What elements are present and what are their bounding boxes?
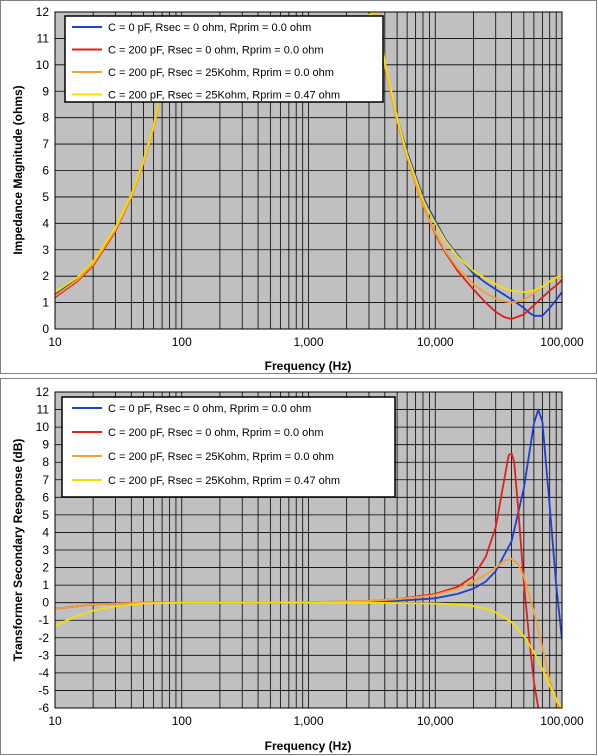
- y-tick-label: 8: [42, 111, 49, 125]
- y-tick-label: 12: [36, 5, 50, 19]
- response-y-axis-label: Transformer Secondary Response (dB): [11, 439, 25, 662]
- impedance-x-ticks: 10 100 1,000 10,000 100,000: [48, 335, 584, 349]
- y-tick-label: 9: [42, 84, 49, 98]
- legend-label: C = 200 pF, Rsec = 25Kohm, Rprim = 0.0 o…: [108, 67, 334, 79]
- x-tick-label: 1,000: [293, 714, 323, 728]
- response-legend-box: [61, 396, 396, 498]
- y-tick-label: -5: [38, 683, 49, 697]
- y-tick-label: 1: [42, 578, 49, 592]
- impedance-legend: C = 0 pF, Rsec = 0 ohm, Rprim = 0.0 ohm C…: [64, 15, 384, 103]
- x-tick-label: 100,000: [540, 714, 584, 728]
- y-tick-label: 2: [42, 269, 49, 283]
- impedance-y-axis-label: Impedance Magnitude (ohms): [11, 85, 25, 254]
- y-tick-label: 6: [42, 164, 49, 178]
- y-tick-label: 12: [36, 385, 50, 399]
- y-tick-label: 4: [42, 216, 49, 230]
- y-tick-label: -2: [38, 631, 49, 645]
- y-tick-label: 7: [42, 137, 49, 151]
- legend-label: C = 200 pF, Rsec = 0 ohm, Rprim = 0.0 oh…: [108, 427, 324, 439]
- plot-border: [54, 391, 563, 709]
- impedance-x-axis-label: Frequency (Hz): [265, 359, 352, 373]
- y-tick-label: 5: [42, 190, 49, 204]
- y-tick-label: -1: [38, 613, 49, 627]
- y-tick-label: 5: [42, 508, 49, 522]
- legend-label: C = 200 pF, Rsec = 25Kohm, Rprim = 0.0 o…: [108, 451, 334, 463]
- plot-border: [54, 11, 563, 330]
- x-tick-label: 10,000: [417, 714, 454, 728]
- response-series: [55, 408, 562, 708]
- response-x-axis-label: Frequency (Hz): [265, 739, 352, 753]
- legend-label: C = 0 pF, Rsec = 0 ohm, Rprim = 0.0 ohm: [108, 22, 311, 34]
- x-tick-label: 10,000: [417, 335, 454, 349]
- y-tick-label: 11: [37, 31, 50, 45]
- series-line-4: [55, 601, 562, 708]
- response-legend: C = 0 pF, Rsec = 0 ohm, Rprim = 0.0 ohm C…: [61, 396, 396, 498]
- y-tick-label: 1: [42, 296, 49, 310]
- response-x-ticks: 10 100 1,000 10,000 100,000: [48, 714, 584, 728]
- x-tick-label: 10: [48, 714, 62, 728]
- legend-label: C = 0 pF, Rsec = 0 ohm, Rprim = 0.0 ohm: [108, 403, 311, 415]
- y-tick-label: 3: [42, 243, 49, 257]
- y-tick-label: -3: [38, 648, 49, 662]
- legend-label: C = 200 pF, Rsec = 0 ohm, Rprim = 0.0 oh…: [108, 45, 324, 57]
- x-tick-label: 100: [172, 714, 192, 728]
- legend-label: C = 200 pF, Rsec = 25Kohm, Rprim = 0.47 …: [108, 475, 340, 487]
- legend-label: C = 200 pF, Rsec = 25Kohm, Rprim = 0.47 …: [108, 90, 340, 102]
- y-tick-label: 2: [42, 561, 49, 575]
- y-tick-label: 9: [42, 438, 49, 452]
- series-line-4: [55, 12, 562, 293]
- y-tick-label: -4: [38, 666, 49, 680]
- y-tick-label: 8: [42, 455, 49, 469]
- y-tick-label: 11: [37, 403, 50, 417]
- y-tick-label: 0: [42, 596, 49, 610]
- impedance-legend-box: [64, 15, 384, 103]
- y-tick-label: 7: [42, 473, 49, 487]
- impedance-series: [55, 12, 562, 320]
- x-tick-label: 100,000: [540, 335, 584, 349]
- y-tick-label: -6: [38, 701, 49, 715]
- y-tick-label: 4: [42, 525, 49, 539]
- y-tick-label: 3: [42, 543, 49, 557]
- y-tick-label: 10: [36, 420, 50, 434]
- x-tick-label: 1,000: [293, 335, 323, 349]
- y-tick-label: 6: [42, 490, 49, 504]
- y-tick-label: 0: [42, 322, 49, 336]
- y-tick-label: 10: [36, 58, 50, 72]
- x-tick-label: 10: [48, 335, 62, 349]
- x-tick-label: 100: [172, 335, 192, 349]
